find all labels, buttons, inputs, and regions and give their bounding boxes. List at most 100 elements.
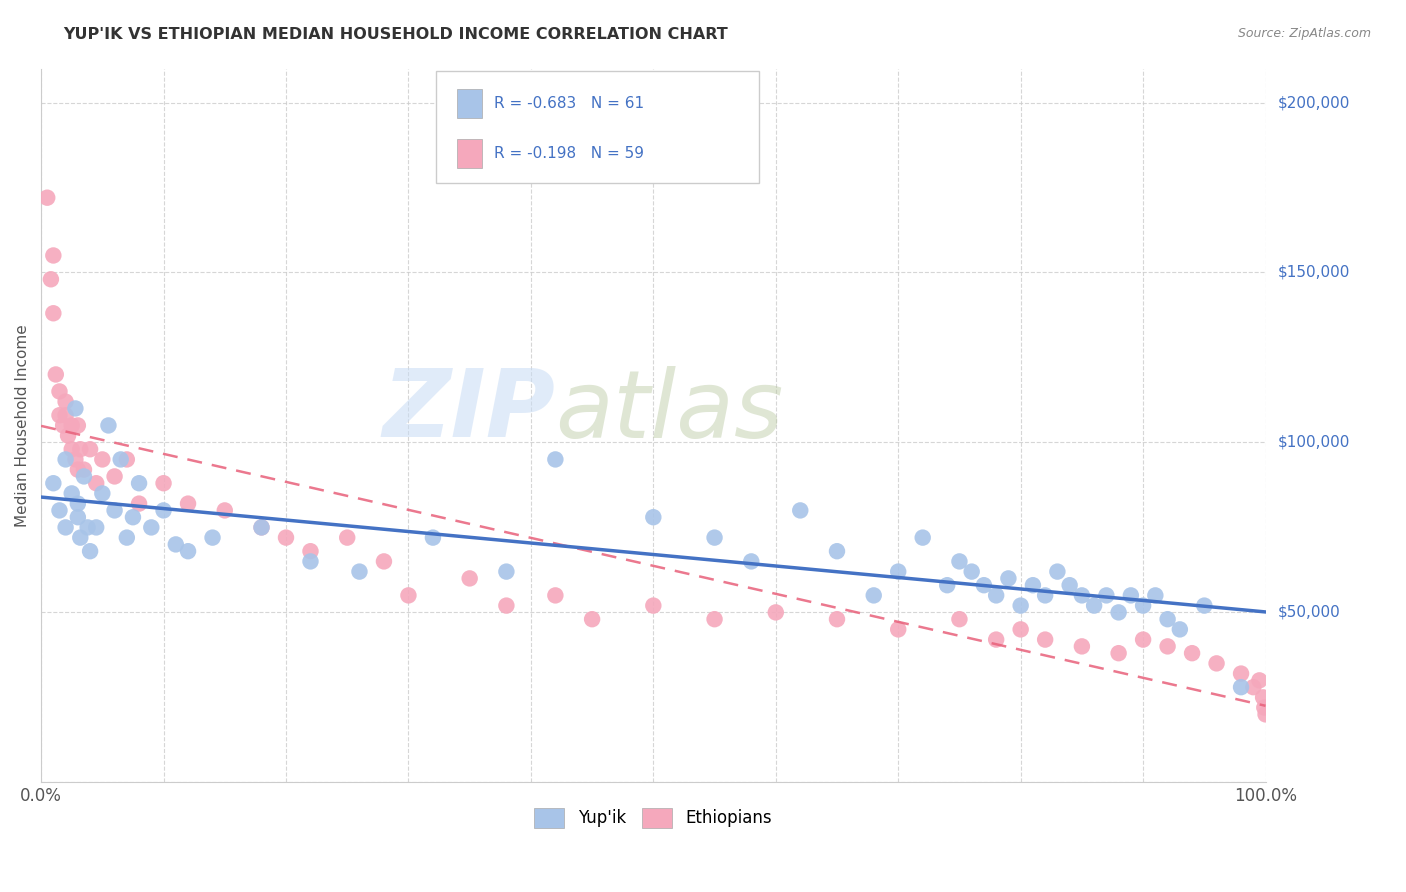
Point — [948, 612, 970, 626]
Point — [544, 452, 567, 467]
Text: YUP'IK VS ETHIOPIAN MEDIAN HOUSEHOLD INCOME CORRELATION CHART: YUP'IK VS ETHIOPIAN MEDIAN HOUSEHOLD INC… — [63, 27, 728, 42]
Point — [1046, 565, 1069, 579]
Point — [60, 442, 83, 457]
Point — [643, 599, 665, 613]
Text: R = -0.198   N = 59: R = -0.198 N = 59 — [494, 146, 644, 161]
Point — [862, 588, 884, 602]
Point — [765, 606, 787, 620]
Point — [495, 565, 517, 579]
Point — [1254, 707, 1277, 722]
Point — [103, 469, 125, 483]
Point — [1156, 640, 1178, 654]
Text: $50,000: $50,000 — [1278, 605, 1340, 620]
Text: ZIP: ZIP — [382, 365, 555, 458]
Point — [1253, 700, 1275, 714]
Point — [458, 571, 481, 585]
Point — [973, 578, 995, 592]
Point — [110, 452, 132, 467]
Point — [177, 497, 200, 511]
Point — [45, 368, 67, 382]
Point — [66, 510, 89, 524]
Point — [69, 531, 91, 545]
Point — [1194, 599, 1216, 613]
Point — [1010, 599, 1032, 613]
Point — [48, 409, 70, 423]
Point — [122, 510, 145, 524]
Point — [1070, 640, 1092, 654]
Point — [1249, 673, 1271, 688]
Point — [250, 520, 273, 534]
Point — [48, 503, 70, 517]
Point — [65, 452, 87, 467]
Text: R = -0.683   N = 61: R = -0.683 N = 61 — [494, 96, 644, 111]
Text: $200,000: $200,000 — [1278, 95, 1350, 110]
Point — [1132, 632, 1154, 647]
Point — [1205, 657, 1227, 671]
Point — [1033, 588, 1056, 602]
Point — [84, 520, 107, 534]
Point — [37, 191, 59, 205]
Text: $100,000: $100,000 — [1278, 435, 1350, 450]
Point — [65, 401, 87, 416]
Point — [1095, 588, 1118, 602]
Y-axis label: Median Household Income: Median Household Income — [15, 324, 30, 527]
Point — [115, 452, 138, 467]
Point — [1251, 690, 1274, 705]
Point — [1132, 599, 1154, 613]
Point — [66, 462, 89, 476]
Point — [42, 248, 65, 262]
Point — [544, 588, 567, 602]
Point — [103, 503, 125, 517]
Point — [911, 531, 934, 545]
Point — [152, 503, 174, 517]
Point — [60, 418, 83, 433]
Point — [1022, 578, 1045, 592]
Point — [948, 554, 970, 568]
Point — [887, 565, 910, 579]
Point — [128, 497, 150, 511]
Point — [336, 531, 359, 545]
Point — [56, 428, 79, 442]
Point — [79, 442, 101, 457]
Point — [396, 588, 419, 602]
Point — [91, 486, 114, 500]
Legend: Yup'ik, Ethiopians: Yup'ik, Ethiopians — [527, 801, 779, 835]
Point — [66, 418, 89, 433]
Point — [986, 632, 1008, 647]
Point — [214, 503, 236, 517]
Point — [825, 544, 848, 558]
Point — [1230, 666, 1253, 681]
Point — [201, 531, 224, 545]
Point — [703, 612, 725, 626]
Point — [165, 537, 187, 551]
Point — [39, 272, 62, 286]
Point — [373, 554, 395, 568]
Point — [1156, 612, 1178, 626]
Point — [740, 554, 762, 568]
Point — [1108, 606, 1130, 620]
Point — [48, 384, 70, 399]
Point — [97, 418, 120, 433]
Point — [76, 520, 98, 534]
Point — [42, 306, 65, 320]
Point — [141, 520, 163, 534]
Point — [581, 612, 603, 626]
Point — [299, 544, 322, 558]
Point — [55, 394, 77, 409]
Point — [1168, 623, 1191, 637]
Point — [887, 623, 910, 637]
Point — [69, 442, 91, 457]
Point — [274, 531, 297, 545]
Point — [495, 599, 517, 613]
Point — [789, 503, 811, 517]
Point — [152, 476, 174, 491]
Point — [643, 510, 665, 524]
Text: Source: ZipAtlas.com: Source: ZipAtlas.com — [1237, 27, 1371, 40]
Text: $150,000: $150,000 — [1278, 265, 1350, 280]
Point — [825, 612, 848, 626]
Point — [66, 497, 89, 511]
Point — [703, 531, 725, 545]
Point — [73, 469, 96, 483]
Point — [1083, 599, 1105, 613]
Point — [1241, 680, 1264, 694]
